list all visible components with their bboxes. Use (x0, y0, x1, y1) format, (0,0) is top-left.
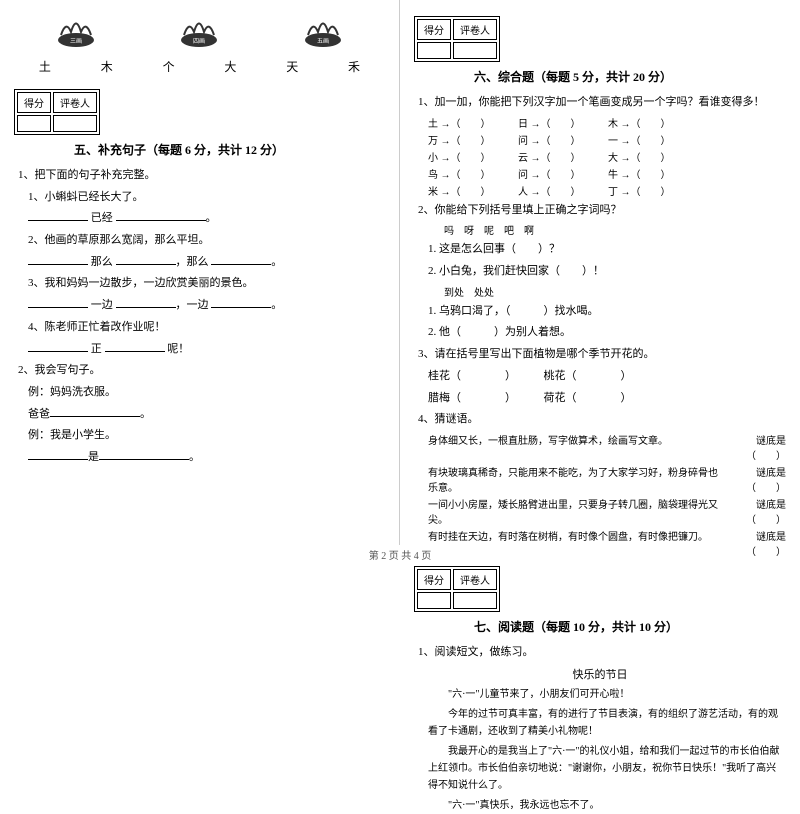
char: 大 (224, 58, 236, 75)
q5-1-1: 1、小蝌蚪已经长大了。 (28, 188, 385, 207)
section-6-title: 六、综合题（每题 5 分，共计 20 分） (474, 68, 786, 85)
q6-2-item: 1. 这是怎么回事（ ）？ (428, 240, 786, 259)
example-1: 例：妈妈洗衣服。 (28, 383, 385, 402)
fill-line: 是。 (28, 448, 385, 467)
char: 个 (163, 58, 175, 75)
svg-text:五画: 五画 (317, 38, 329, 45)
q5-1-4: 4、陈老师正忙着改作业呢！ (28, 318, 385, 337)
passage-para: "六·一"真快乐，我永远也忘不了。 (428, 797, 786, 814)
q6-3: 3、请在括号里写出下面植物是哪个季节开花的。 (418, 345, 786, 364)
passage-para: 我最开心的是我当上了"六·一"的礼仪小姐，给和我们一起过节的市长伯伯献上红领巾。… (428, 743, 786, 794)
section-5-header: 得分评卷人 (14, 89, 385, 135)
riddle-row: 有块玻璃真稀奇，只能用来不能吃，为了大家学习好，粉身碎骨也乐意。谜底是（ ） (428, 464, 786, 494)
q5-1-2: 2、他画的草原那么宽阔，那么平坦。 (28, 231, 385, 250)
q6-2-item: 2. 小白兔，我们赶快回家（ ）！ (428, 262, 786, 281)
q6-2: 2、你能给下列括号里填上正确之字词吗？ (418, 201, 786, 220)
stamp-icon-5: 五画 (298, 10, 348, 50)
passage-para: "六·一"儿童节来了，小朋友们可开心啦！ (428, 686, 786, 703)
passage-para: 今年的过节可真丰富，有的进行了节目表演，有的组织了游艺活动，有的观看了卡通剧，还… (428, 706, 786, 740)
q5-1-3: 3、我和妈妈一边散步，一边欣赏美丽的景色。 (28, 274, 385, 293)
stamp-icon-4: 四画 (174, 10, 224, 50)
fill-line: 已经 。 (28, 209, 385, 228)
q7-1: 1、阅读短文，做练习。 (418, 643, 786, 662)
q6-1: 1、加一加，你能把下列汉字加一个笔画变成另一个字吗？看谁变得多！ (418, 93, 786, 112)
score-box: 得分评卷人 (414, 16, 500, 62)
q6-2-item: 1. 乌鸦口渴了，（ ）找水喝。 (428, 302, 786, 321)
section-6-header: 得分评卷人 (414, 16, 786, 62)
q5-2: 2、我会写句子。 (18, 361, 385, 380)
right-column: 得分评卷人 六、综合题（每题 5 分，共计 20 分） 1、加一加，你能把下列汉… (400, 0, 800, 545)
char-row: 土 木 个 大 天 禾 (14, 58, 385, 75)
stamp-row: 三画 四画 五画 (14, 10, 385, 50)
q6-3-item: 桂花（ ） 桃花（ ） (428, 367, 786, 386)
riddle-row: 有时挂在天边，有时落在树梢，有时像个圆盘，有时像把镰刀。谜底是（ ） (428, 528, 786, 558)
char: 天 (286, 58, 298, 75)
fill-line: 正 呢！ (28, 340, 385, 359)
stamp-icon-3: 三画 (51, 10, 101, 50)
score-box: 得分评卷人 (14, 89, 100, 135)
grid-row: 土 →（ ）日 →（ ）木 →（ ） (428, 115, 786, 130)
section-7-title: 七、阅读题（每题 10 分，共计 10 分） (474, 618, 786, 635)
fill-line: 那么 ，那么 。 (28, 253, 385, 272)
fill-line: 一边 ，一边 。 (28, 296, 385, 315)
q6-2-item: 2. 他（ ）为别人着想。 (428, 323, 786, 342)
q6-4: 4、猜谜语。 (418, 410, 786, 429)
score-box: 得分评卷人 (414, 566, 500, 612)
grid-row: 米 →（ ）人 →（ ）丁 →（ ） (428, 183, 786, 198)
section-7-header: 得分评卷人 (414, 566, 786, 612)
q6-2-options: 吗 呀 呢 吧 啊 (444, 222, 786, 237)
section-5-title: 五、补充句子（每题 6 分，共计 12 分） (74, 141, 385, 158)
riddle-row: 身体细又长，一根直肚肠，写字做算术，绘画写文章。谜底是（ ） (428, 432, 786, 462)
char: 木 (101, 58, 113, 75)
q6-2-item: 到处 处处 (444, 284, 786, 299)
fill-line: 爸爸。 (28, 405, 385, 424)
svg-text:四画: 四画 (193, 38, 205, 45)
q5-1: 1、把下面的句子补充完整。 (18, 166, 385, 185)
passage-title: 快乐的节日 (414, 666, 786, 682)
char: 土 (39, 58, 51, 75)
char: 禾 (348, 58, 360, 75)
svg-text:三画: 三画 (70, 38, 82, 45)
left-column: 三画 四画 五画 土 木 个 大 天 禾 得分评卷人 五、补充句子（每题 6 分… (0, 0, 400, 545)
grid-row: 万 →（ ）问 →（ ）一 →（ ） (428, 132, 786, 147)
riddle-row: 一间小小房屋，矮长胳臂进出里，只要身子转几圈，脑袋理得光又尖。谜底是（ ） (428, 496, 786, 526)
q6-3-item: 腊梅（ ） 荷花（ ） (428, 389, 786, 408)
grid-row: 鸟 →（ ）问 →（ ）牛 →（ ） (428, 166, 786, 181)
example-2: 例：我是小学生。 (28, 426, 385, 445)
grid-row: 小 →（ ）云 →（ ）大 →（ ） (428, 149, 786, 164)
